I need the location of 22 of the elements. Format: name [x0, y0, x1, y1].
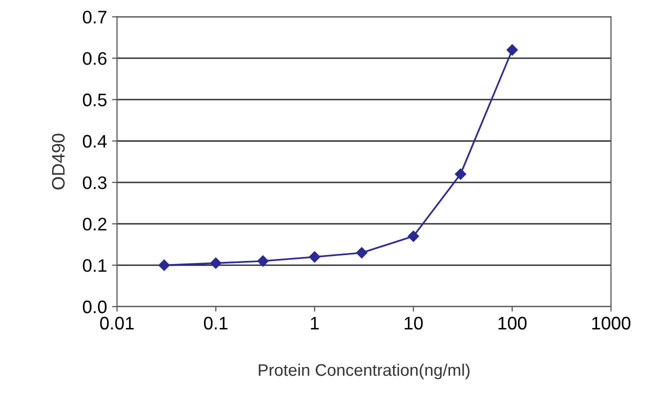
y-axis-title: OD490 [52, 134, 65, 190]
y-tick-label: 0.3 [82, 176, 106, 190]
point [308, 251, 320, 263]
point [158, 260, 170, 271]
y-tick-label: 0.5 [82, 94, 107, 106]
y-tick-label: 0.6 [82, 52, 106, 65]
y-tick-label: 0.7 [82, 10, 106, 24]
point [257, 255, 269, 267]
x-tick-label: 100 [498, 316, 527, 330]
point [408, 230, 420, 242]
point [506, 44, 518, 56]
x-tick-label: 1000 [592, 316, 630, 330]
x-tick-label: 1 [310, 316, 319, 330]
x-tick-label: 10 [404, 316, 423, 330]
x-tick-label: 0.01 [100, 316, 134, 330]
y-tick-label: 0.4 [82, 134, 107, 148]
y-tick-label: 0.0 [82, 300, 107, 314]
y-tick-label: 0.1 [82, 259, 106, 272]
y-tick-label: 0.2 [82, 218, 106, 231]
x-axis-title: Protein Concentration(ng/ml) [258, 364, 470, 380]
point [356, 247, 368, 258]
x-tick-label: 0.1 [204, 316, 228, 330]
